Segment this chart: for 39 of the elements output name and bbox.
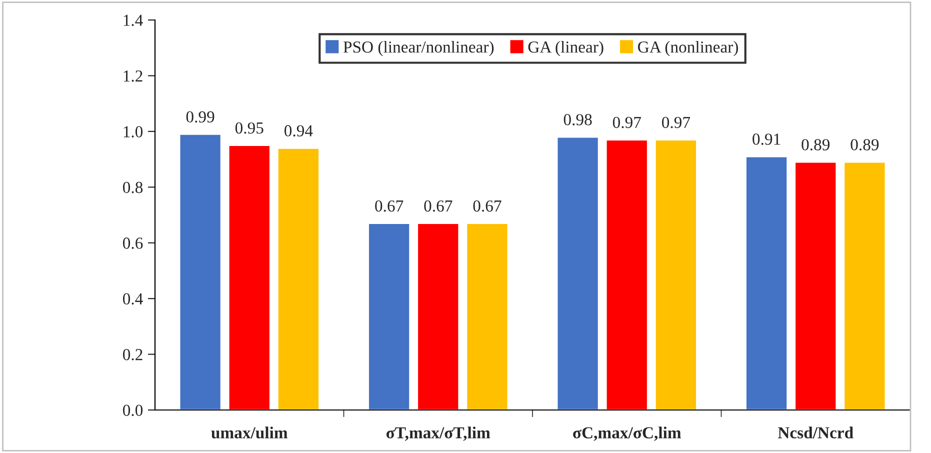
y-tick-label: 0.2: [122, 348, 142, 360]
data-label: 0.67: [473, 200, 502, 212]
bar: [794, 161, 838, 410]
legend-label: PSO (linear/nonlinear): [343, 40, 494, 56]
y-tick-label: 1.2: [124, 70, 142, 82]
x-tick-label: σT,max/σT,lim: [386, 426, 490, 441]
bar: [416, 222, 460, 410]
data-label: 0.95: [235, 122, 264, 134]
data-label: 0.89: [802, 139, 830, 150]
bar: [466, 222, 509, 410]
bar: [178, 134, 222, 410]
bar: [745, 156, 788, 410]
x-tick-label: Ncsd/Ncrd: [778, 426, 854, 438]
data-label: 0.97: [612, 116, 641, 128]
legend-label: GA (linear): [528, 40, 604, 56]
bar: [654, 139, 698, 410]
y-tick-label: 1.0: [124, 126, 143, 138]
data-label: 0.89: [850, 139, 879, 150]
x-tick-label: σC,max/σC,lim: [573, 426, 682, 441]
legend-label: GA (nonlinear): [638, 40, 738, 56]
bar: [556, 136, 600, 410]
bar: [368, 222, 411, 410]
bar: [605, 139, 648, 410]
data-label: 0.67: [424, 200, 452, 212]
bar: [276, 147, 320, 410]
y-tick-label: 0.0: [122, 404, 143, 416]
bar: [228, 144, 271, 410]
bar: [843, 161, 886, 410]
data-label: 0.94: [284, 125, 313, 136]
y-tick-label: 0.6: [122, 238, 143, 249]
data-label: 0.91: [752, 134, 780, 145]
x-tick-label: umax/ulim: [211, 426, 288, 438]
y-tick-label: 1.4: [124, 14, 143, 26]
data-label: 0.99: [186, 111, 214, 123]
data-label: 0.67: [375, 200, 404, 212]
data-label: 0.97: [662, 116, 690, 128]
y-tick-label: 0.8: [122, 182, 143, 194]
data-label: 0.98: [564, 114, 592, 126]
y-tick-label: 0.4: [122, 293, 143, 305]
